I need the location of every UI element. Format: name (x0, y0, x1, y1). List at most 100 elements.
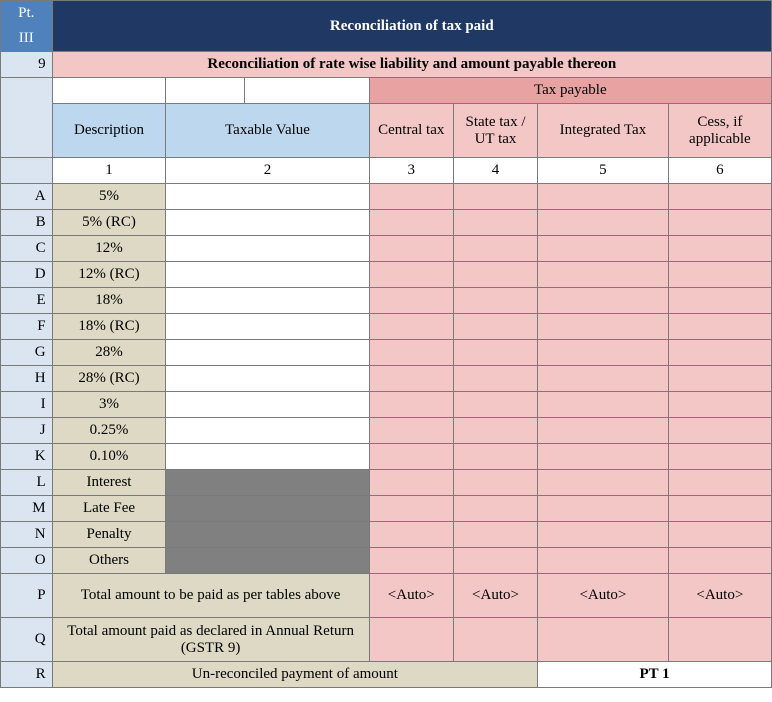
cell-cess[interactable] (668, 314, 771, 340)
cell-integrated-tax[interactable] (538, 314, 669, 340)
cell-cess[interactable] (668, 548, 771, 574)
cell-taxable-value[interactable] (166, 366, 369, 392)
cell-central-tax[interactable] (369, 618, 453, 662)
cell-state-tax[interactable] (453, 366, 537, 392)
cell-taxable-value-disabled (166, 522, 369, 548)
cell-cess[interactable] (668, 262, 771, 288)
cell-taxable-value[interactable] (166, 392, 369, 418)
cell-taxable-value-disabled (166, 496, 369, 522)
row-desc: 12% (RC) (52, 262, 166, 288)
cell-state-tax[interactable] (453, 314, 537, 340)
cell-integrated-tax[interactable] (538, 210, 669, 236)
cell-state-tax[interactable] (453, 288, 537, 314)
row-label: G (1, 340, 53, 366)
cell-integrated-tax[interactable] (538, 444, 669, 470)
cell-integrated-tax[interactable] (538, 618, 669, 662)
cell-state-tax[interactable] (453, 236, 537, 262)
cell-central-tax[interactable] (369, 210, 453, 236)
row-desc: 3% (52, 392, 166, 418)
cell-integrated-tax[interactable] (538, 340, 669, 366)
cell-integrated-tax[interactable] (538, 236, 669, 262)
colnum-3: 3 (369, 158, 453, 184)
cell-cess[interactable] (668, 470, 771, 496)
reconciliation-table: Pt. Reconciliation of tax paid III 9 Rec… (0, 0, 772, 688)
table-row: K0.10% (1, 444, 772, 470)
cell-taxable-value[interactable] (166, 262, 369, 288)
cell-taxable-value-disabled (166, 548, 369, 574)
cell-central-tax[interactable] (369, 470, 453, 496)
cell-cess[interactable] (668, 418, 771, 444)
tax-payable-header: Tax payable (369, 78, 771, 104)
cell-state-tax[interactable] (453, 262, 537, 288)
cell-central-tax[interactable] (369, 418, 453, 444)
row-desc: 18% (RC) (52, 314, 166, 340)
cell-cess[interactable] (668, 288, 771, 314)
cell-state-tax[interactable] (453, 210, 537, 236)
row-label: H (1, 366, 53, 392)
col-taxable-value: Taxable Value (166, 104, 369, 158)
cell-cess[interactable] (668, 522, 771, 548)
cell-state-tax[interactable] (453, 496, 537, 522)
table-row: C12% (1, 236, 772, 262)
cell-integrated-tax[interactable] (538, 392, 669, 418)
cell-integrated-tax[interactable] (538, 288, 669, 314)
cell-integrated-tax[interactable] (538, 496, 669, 522)
blank-left2 (1, 158, 53, 184)
cell-central-tax[interactable] (369, 496, 453, 522)
cell-taxable-value[interactable] (166, 418, 369, 444)
cell-central-tax[interactable] (369, 444, 453, 470)
cell-taxable-value[interactable] (166, 210, 369, 236)
cell-integrated-tax[interactable] (538, 366, 669, 392)
table-row: NPenalty (1, 522, 772, 548)
cell-state-tax[interactable] (453, 340, 537, 366)
row-label: R (1, 662, 53, 688)
cell-central-tax[interactable] (369, 522, 453, 548)
cell-cess[interactable] (668, 618, 771, 662)
cell-cess[interactable] (668, 210, 771, 236)
cell-state-tax[interactable] (453, 522, 537, 548)
table-row: A5% (1, 184, 772, 210)
cell-integrated-tax[interactable] (538, 262, 669, 288)
cell-state-tax[interactable] (453, 418, 537, 444)
cell-central-tax[interactable] (369, 366, 453, 392)
cell-state-tax[interactable] (453, 184, 537, 210)
row-desc: Others (52, 548, 166, 574)
cell-central-tax[interactable] (369, 340, 453, 366)
cell-integrated-tax[interactable] (538, 522, 669, 548)
cell-central-tax[interactable] (369, 392, 453, 418)
cell-taxable-value[interactable] (166, 340, 369, 366)
cell-cess[interactable] (668, 184, 771, 210)
cell-central-tax[interactable] (369, 236, 453, 262)
cell-cess[interactable] (668, 496, 771, 522)
cell-central-tax[interactable] (369, 288, 453, 314)
cell-state-tax[interactable] (453, 548, 537, 574)
cell-central-tax[interactable] (369, 184, 453, 210)
table-row: B5% (RC) (1, 210, 772, 236)
cell-central-tax[interactable] (369, 548, 453, 574)
cell-integrated-tax[interactable] (538, 418, 669, 444)
cell-cess[interactable] (668, 236, 771, 262)
cell-state-tax[interactable] (453, 470, 537, 496)
cell-taxable-value[interactable] (166, 236, 369, 262)
cell-integrated-tax[interactable] (538, 184, 669, 210)
row-desc: 28% (RC) (52, 366, 166, 392)
cell-state-tax[interactable] (453, 618, 537, 662)
cell-cess[interactable] (668, 392, 771, 418)
col-description: Description (52, 104, 166, 158)
cell-state-tax[interactable] (453, 444, 537, 470)
section-num: 9 (1, 52, 53, 78)
blank-left (1, 78, 53, 158)
cell-taxable-value[interactable] (166, 444, 369, 470)
cell-state-tax[interactable] (453, 392, 537, 418)
pt-label-bottom: III (1, 26, 53, 52)
cell-central-tax[interactable] (369, 314, 453, 340)
cell-integrated-tax[interactable] (538, 548, 669, 574)
cell-taxable-value[interactable] (166, 184, 369, 210)
cell-cess[interactable] (668, 366, 771, 392)
cell-integrated-tax[interactable] (538, 470, 669, 496)
cell-cess[interactable] (668, 444, 771, 470)
cell-central-tax[interactable] (369, 262, 453, 288)
cell-taxable-value[interactable] (166, 314, 369, 340)
cell-cess[interactable] (668, 340, 771, 366)
cell-taxable-value[interactable] (166, 288, 369, 314)
